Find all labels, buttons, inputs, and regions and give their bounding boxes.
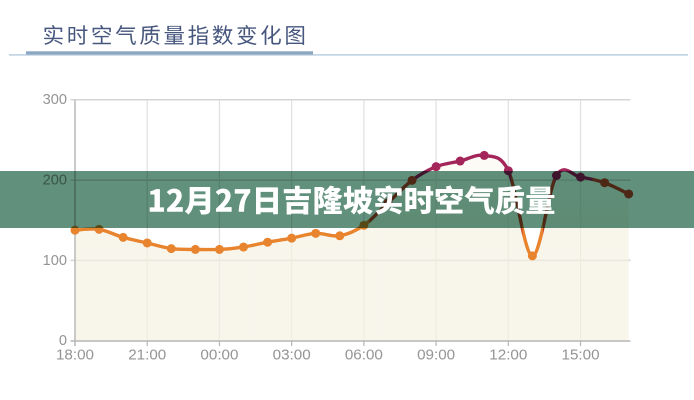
svg-text:0: 0 (59, 333, 67, 349)
svg-text:300: 300 (43, 92, 67, 108)
svg-text:21:00: 21:00 (128, 347, 166, 364)
svg-text:15:00: 15:00 (562, 347, 600, 364)
svg-text:18:00: 18:00 (56, 347, 94, 364)
svg-text:09:00: 09:00 (417, 347, 455, 364)
svg-text:100: 100 (43, 253, 67, 269)
svg-text:00:00: 00:00 (200, 347, 238, 364)
svg-text:06:00: 06:00 (345, 347, 383, 364)
svg-text:12:00: 12:00 (489, 347, 527, 364)
svg-text:03:00: 03:00 (273, 347, 311, 364)
